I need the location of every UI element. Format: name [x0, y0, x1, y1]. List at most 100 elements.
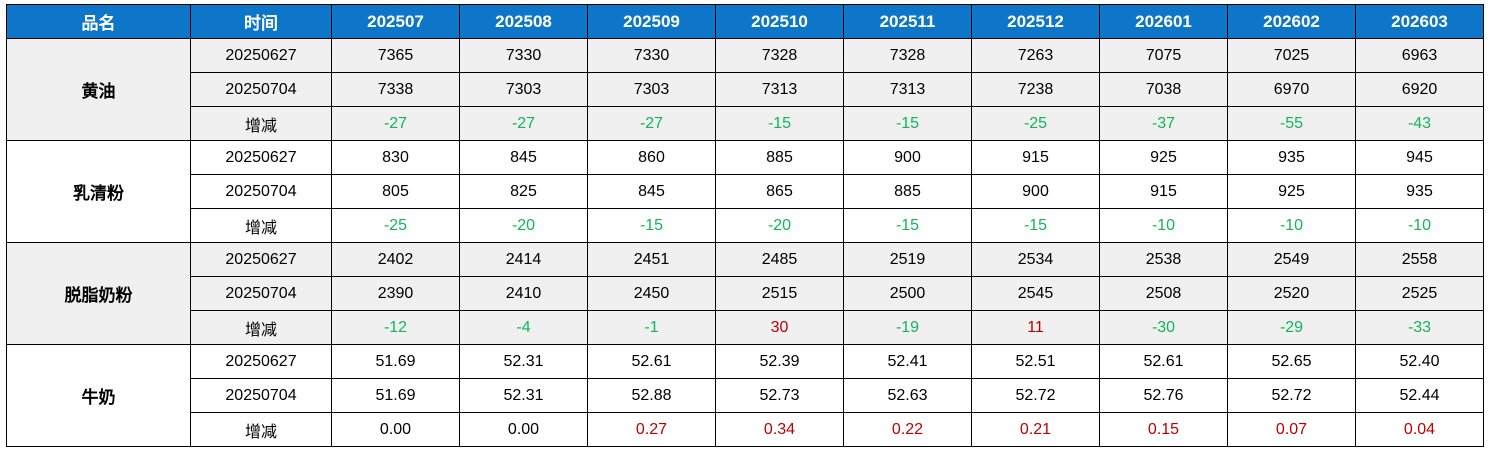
col-header-time: 时间 [190, 4, 332, 39]
change-value-cell: -20 [459, 208, 588, 243]
date-cell: 20250704 [190, 276, 332, 311]
price-value-cell: 7338 [331, 72, 460, 107]
date-cell: 20250627 [190, 242, 332, 277]
price-value-cell: 7328 [715, 38, 844, 73]
change-value-cell: 0.22 [843, 412, 972, 447]
price-value-cell: 7303 [587, 72, 716, 107]
price-value-cell: 7365 [331, 38, 460, 73]
change-value-cell: -1 [587, 310, 716, 345]
price-value-cell: 2525 [1355, 276, 1484, 311]
col-header-month-202601: 202601 [1099, 4, 1228, 39]
change-label-cell: 增减 [190, 208, 332, 243]
price-value-cell: 2538 [1099, 242, 1228, 277]
col-header-month-202508: 202508 [459, 4, 588, 39]
price-value-cell: 7238 [971, 72, 1100, 107]
change-value-cell: -29 [1227, 310, 1356, 345]
price-value-cell: 52.31 [459, 378, 588, 413]
change-value-cell: -10 [1099, 208, 1228, 243]
price-value-cell: 2534 [971, 242, 1100, 277]
change-value-cell: -10 [1227, 208, 1356, 243]
price-value-cell: 7328 [843, 38, 972, 73]
price-value-cell: 925 [1099, 140, 1228, 175]
price-value-cell: 2414 [459, 242, 588, 277]
price-value-cell: 52.65 [1227, 344, 1356, 379]
price-value-cell: 7313 [715, 72, 844, 107]
price-value-cell: 52.72 [971, 378, 1100, 413]
change-value-cell: -33 [1355, 310, 1484, 345]
price-value-cell: 2515 [715, 276, 844, 311]
col-header-month-202603: 202603 [1355, 4, 1484, 39]
change-value-cell: -27 [587, 106, 716, 141]
price-value-cell: 925 [1227, 174, 1356, 209]
change-value-cell: 0.21 [971, 412, 1100, 447]
change-value-cell: -37 [1099, 106, 1228, 141]
price-value-cell: 52.72 [1227, 378, 1356, 413]
change-value-cell: 0.00 [459, 412, 588, 447]
price-value-cell: 52.31 [459, 344, 588, 379]
price-value-cell: 52.41 [843, 344, 972, 379]
price-value-cell: 7038 [1099, 72, 1228, 107]
change-value-cell: -27 [459, 106, 588, 141]
price-value-cell: 900 [971, 174, 1100, 209]
product-name-cell: 乳清粉 [6, 140, 191, 243]
price-table: 品名 时间 202507 202508 202509 202510 202511 202512… [6, 4, 1484, 447]
date-cell: 20250704 [190, 378, 332, 413]
change-value-cell: -27 [331, 106, 460, 141]
price-value-cell: 7075 [1099, 38, 1228, 73]
change-value-cell: 30 [715, 310, 844, 345]
price-value-cell: 52.39 [715, 344, 844, 379]
price-value-cell: 2450 [587, 276, 716, 311]
col-header-month-202512: 202512 [971, 4, 1100, 39]
price-value-cell: 935 [1227, 140, 1356, 175]
change-value-cell: 0.04 [1355, 412, 1484, 447]
product-name-cell: 脱脂奶粉 [6, 242, 191, 345]
price-value-cell: 51.69 [331, 378, 460, 413]
col-header-month-202602: 202602 [1227, 4, 1356, 39]
price-value-cell: 7330 [459, 38, 588, 73]
change-value-cell: -15 [843, 208, 972, 243]
change-value-cell: -15 [587, 208, 716, 243]
price-value-cell: 52.76 [1099, 378, 1228, 413]
change-value-cell: -15 [971, 208, 1100, 243]
change-value-cell: 0.07 [1227, 412, 1356, 447]
price-value-cell: 2390 [331, 276, 460, 311]
price-value-cell: 915 [1099, 174, 1228, 209]
col-header-month-202509: 202509 [587, 4, 716, 39]
price-value-cell: 845 [459, 140, 588, 175]
price-value-cell: 885 [715, 140, 844, 175]
date-cell: 20250704 [190, 72, 332, 107]
col-header-month-202510: 202510 [715, 4, 844, 39]
price-value-cell: 2549 [1227, 242, 1356, 277]
table-row: 增减 0.00 0.00 0.27 0.34 0.22 0.21 0.15 0.07 0.04 [7, 412, 1484, 447]
change-value-cell: 0.15 [1099, 412, 1228, 447]
price-value-cell: 805 [331, 174, 460, 209]
table-row: 20250704 51.69 52.31 52.88 52.73 52.63 52.72 52… [7, 378, 1484, 413]
price-value-cell: 7263 [971, 38, 1100, 73]
price-value-cell: 6963 [1355, 38, 1484, 73]
change-value-cell: -19 [843, 310, 972, 345]
price-value-cell: 2500 [843, 276, 972, 311]
product-name-cell: 牛奶 [6, 344, 191, 447]
table-row: 脱脂奶粉 20250627 2402 2414 2451 2485 2519 2534 2538… [6, 242, 1484, 345]
price-value-cell: 52.63 [843, 378, 972, 413]
price-value-cell: 51.69 [331, 344, 460, 379]
change-value-cell: -25 [331, 208, 460, 243]
price-value-cell: 935 [1355, 174, 1484, 209]
price-value-cell: 2508 [1099, 276, 1228, 311]
price-value-cell: 915 [971, 140, 1100, 175]
price-value-cell: 52.40 [1355, 344, 1484, 379]
table-row: 20250704 2390 2410 2450 2515 2500 2545 2508 2520… [7, 276, 1484, 311]
col-header-product: 品名 [6, 4, 191, 39]
table-row: 20250704 7338 7303 7303 7313 7313 7238 7038 6970… [7, 72, 1484, 107]
price-value-cell: 7025 [1227, 38, 1356, 73]
price-value-cell: 2558 [1355, 242, 1484, 277]
table-row: 增减 -12 -4 -1 30 -19 11 -30 -29 -33 [7, 310, 1484, 345]
date-cell: 20250627 [190, 140, 332, 175]
col-header-month-202511: 202511 [843, 4, 972, 39]
change-value-cell: -10 [1355, 208, 1484, 243]
change-label-cell: 增减 [190, 106, 332, 141]
price-value-cell: 52.44 [1355, 378, 1484, 413]
price-value-cell: 52.88 [587, 378, 716, 413]
table-row: 牛奶 20250627 51.69 52.31 52.61 52.39 52.41 52.51… [6, 344, 1484, 447]
